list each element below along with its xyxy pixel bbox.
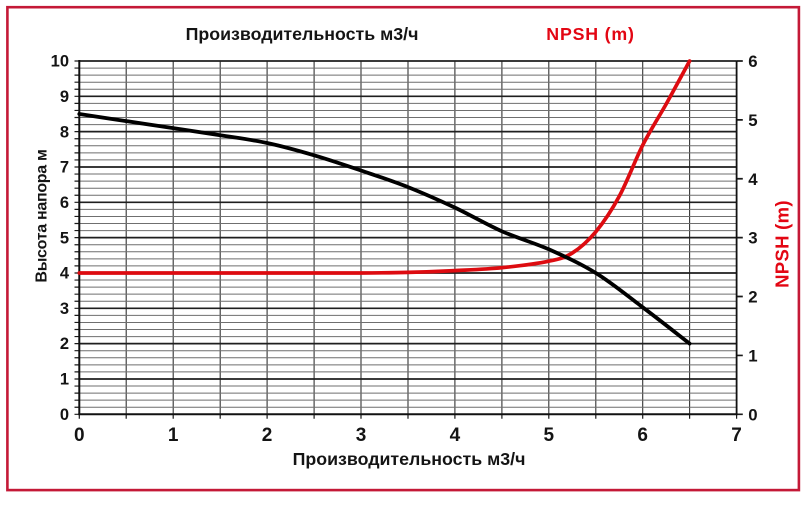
svg-text:2: 2	[60, 335, 69, 353]
svg-text:Производительность м3/ч: Производительность м3/ч	[186, 24, 419, 44]
svg-text:1: 1	[748, 346, 757, 365]
svg-text:6: 6	[748, 52, 757, 71]
svg-text:5: 5	[748, 111, 757, 130]
svg-text:NPSH (m): NPSH (m)	[546, 24, 634, 44]
svg-text:6: 6	[60, 194, 69, 212]
svg-text:4: 4	[748, 170, 758, 189]
svg-text:5: 5	[544, 425, 555, 446]
svg-text:7: 7	[60, 159, 69, 177]
svg-text:1: 1	[60, 371, 69, 389]
svg-text:Производительность м3/ч: Производительность м3/ч	[293, 449, 526, 469]
svg-text:5: 5	[60, 229, 69, 247]
svg-text:3: 3	[356, 425, 367, 446]
svg-text:2: 2	[748, 288, 757, 307]
svg-text:0: 0	[74, 425, 85, 446]
svg-text:NPSH (m): NPSH (m)	[772, 200, 793, 288]
svg-text:4: 4	[60, 265, 70, 283]
svg-text:3: 3	[60, 300, 69, 318]
svg-text:7: 7	[731, 425, 742, 446]
svg-text:8: 8	[60, 123, 69, 141]
svg-text:1: 1	[168, 425, 179, 446]
svg-text:9: 9	[60, 88, 69, 106]
svg-text:0: 0	[748, 405, 757, 424]
svg-text:2: 2	[262, 425, 273, 446]
svg-text:6: 6	[637, 425, 648, 446]
svg-text:4: 4	[450, 425, 461, 446]
svg-text:Высота напора м: Высота напора м	[34, 149, 51, 282]
svg-text:10: 10	[51, 53, 69, 71]
svg-text:0: 0	[60, 406, 69, 424]
svg-text:3: 3	[748, 229, 757, 248]
